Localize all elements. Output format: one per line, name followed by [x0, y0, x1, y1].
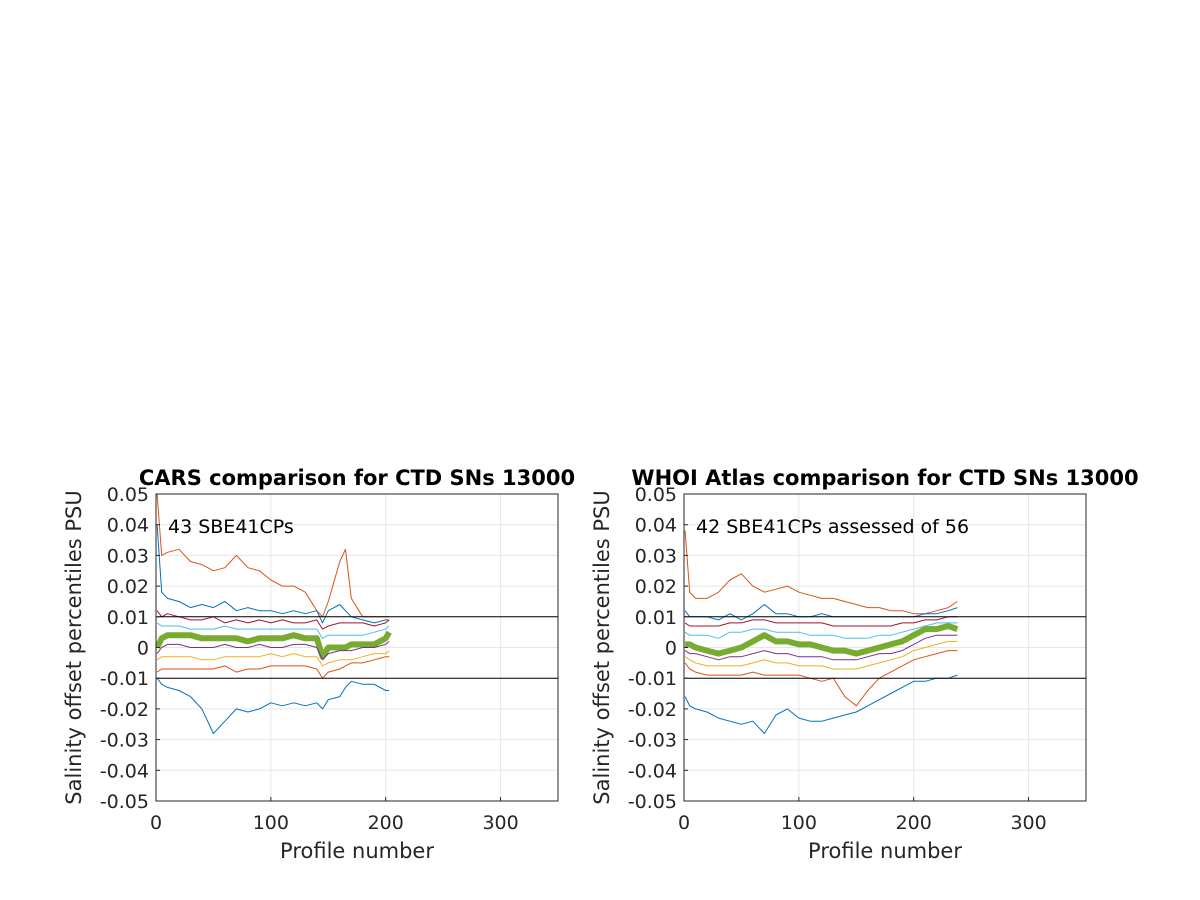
y-tick-label: -0.01: [100, 668, 149, 690]
series-line-mid-high: [156, 622, 390, 639]
x-tick-label: 0: [678, 812, 690, 834]
chart-title: CARS comparison for CTD SNs 13000: [139, 466, 575, 490]
y-tick-label: 0.01: [107, 607, 149, 629]
x-axis-label: Profile number: [808, 839, 962, 863]
y-tick-label: 0.01: [635, 607, 677, 629]
y-axis-label: Salinity offset percentiles PSU: [62, 490, 86, 804]
y-tick-label: 0.02: [107, 576, 149, 598]
y-tick-label: 0.05: [635, 484, 677, 506]
series-line-low: [156, 650, 390, 667]
series-group: [684, 530, 1086, 734]
cars-comparison-chart: 0 100 200 300 0.05 0.04 0.03 0.02 0.01 0 -0.01 -0.0…: [62, 466, 575, 863]
series-line-median: [685, 623, 959, 657]
y-tick-label: -0.05: [628, 791, 677, 813]
x-tick-label: 300: [1010, 812, 1046, 834]
whoi-atlas-comparison-chart: 0 100 200 300 0.05 0.04 0.03 0.02 0.01 0 -0.01 -0.0…: [590, 466, 1139, 863]
series-line-low: [684, 640, 958, 670]
series-line-mid-low: [684, 634, 958, 661]
y-tick-label: 0.03: [635, 545, 677, 567]
series-line-top: [684, 530, 958, 615]
float-count-annotation: 43 SBE41CPs: [168, 516, 294, 538]
series-line-high: [684, 616, 958, 627]
x-tick-label: 100: [781, 812, 817, 834]
y-tick-label: 0: [137, 638, 149, 660]
float-count-annotation: 42 SBE41CPs assessed of 56: [696, 516, 969, 538]
y-tick-label: 0.04: [107, 515, 149, 537]
series-line-top: [156, 494, 390, 618]
y-tick-label: -0.01: [628, 668, 677, 690]
series-line-lower: [684, 650, 958, 707]
y-tick-label: 0.04: [635, 515, 677, 537]
y-tick-label: -0.05: [100, 791, 149, 813]
y-tick-label: -0.02: [100, 699, 149, 721]
series-line-median: [156, 630, 392, 660]
x-tick-label: 200: [896, 812, 932, 834]
series-line-high: [156, 610, 390, 630]
y-tick-label: -0.03: [628, 730, 677, 752]
x-tick-label: 200: [368, 812, 404, 834]
x-tick-label: 0: [150, 812, 162, 834]
y-tick-label: 0.05: [107, 484, 149, 506]
series-line-mid-low: [156, 641, 390, 661]
y-tick-label: -0.02: [628, 699, 677, 721]
x-tick-label: 100: [253, 812, 289, 834]
x-axis-label: Profile number: [280, 839, 434, 863]
y-tick-label: -0.04: [100, 760, 149, 782]
series-line-bottom: [684, 674, 958, 734]
y-tick-label: -0.03: [100, 730, 149, 752]
y-axis-label: Salinity offset percentiles PSU: [590, 490, 614, 804]
x-tick-label: 300: [482, 812, 518, 834]
series-group: [156, 494, 558, 734]
y-tick-label: 0: [665, 638, 677, 660]
y-tick-label: 0.03: [107, 545, 149, 567]
chart-title: WHOI Atlas comparison for CTD SNs 13000: [631, 466, 1138, 490]
series-line-bottom: [156, 677, 390, 734]
series-line-mid-high: [684, 622, 958, 639]
y-tick-label: -0.04: [628, 760, 677, 782]
y-tick-label: 0.02: [635, 576, 677, 598]
series-line-lower: [156, 656, 390, 679]
